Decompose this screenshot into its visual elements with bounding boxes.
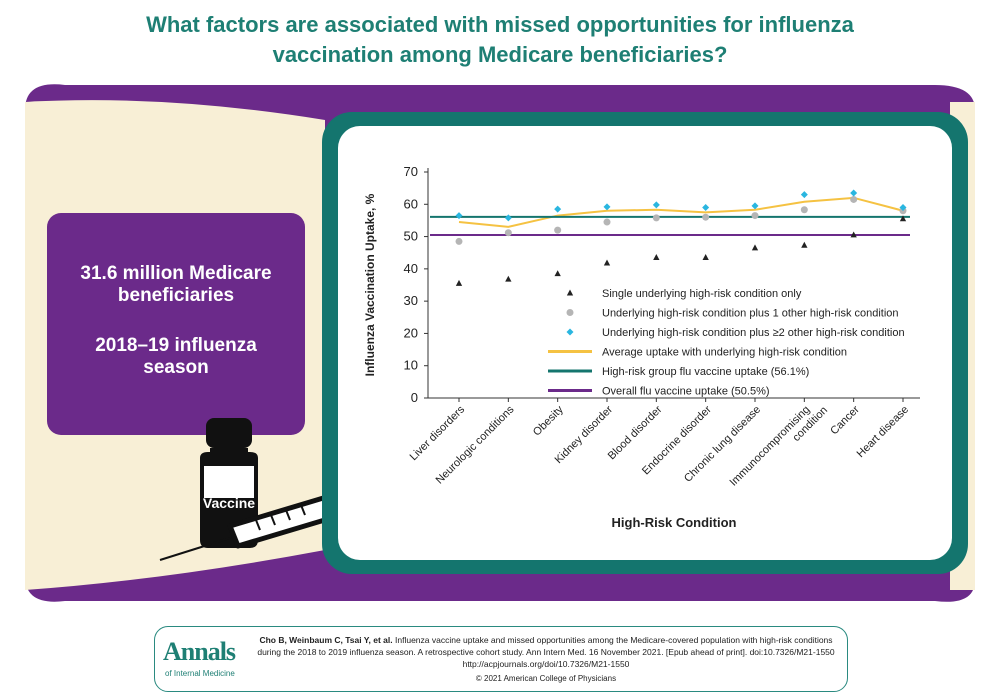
vaccine-illustration: Flu Vaccine — [159, 418, 370, 561]
data-point — [455, 237, 463, 245]
data-point — [603, 259, 611, 266]
y-tick-label: 0 — [411, 390, 418, 405]
y-tick-label: 40 — [404, 261, 418, 276]
x-axis-label: High-Risk Condition — [612, 515, 737, 530]
vial-label-1: Flu — [219, 479, 240, 495]
x-tick-label: Heart disease — [855, 404, 911, 460]
data-point — [603, 218, 611, 226]
y-tick-label: 50 — [404, 229, 418, 244]
data-point — [652, 201, 660, 209]
data-point — [504, 229, 512, 237]
y-tick-label: 70 — [404, 164, 418, 179]
x-tick-label-line: Heart disease — [855, 404, 911, 460]
legend-label: Average uptake with underlying high-risk… — [602, 347, 847, 359]
x-tick-label: Immunocompromisingcondition — [727, 395, 830, 498]
data-point — [751, 202, 759, 210]
x-tick-label-line: Obesity — [531, 403, 566, 438]
legend-marker — [566, 328, 574, 336]
vial-label-2: Vaccine — [203, 495, 255, 511]
journal-logo: Annals — [163, 637, 236, 666]
data-point — [455, 212, 463, 220]
y-tick-label: 10 — [404, 358, 418, 373]
title-line-1: What factors are associated with missed … — [146, 12, 854, 37]
data-point — [603, 203, 611, 211]
data-point — [554, 270, 561, 277]
chart: Single underlying high-risk condition on… — [363, 164, 920, 530]
data-point — [899, 204, 907, 212]
data-point — [850, 231, 857, 238]
citation-text: Cho B, Weinbaum C, Tsai Y, et al. Influe… — [251, 634, 841, 670]
season-label: 2018–19 influenza season — [95, 335, 257, 378]
citation-authors: Cho B, Weinbaum C, Tsai Y, et al. — [259, 635, 393, 645]
y-axis-label: Influenza Vaccination Uptake, % — [363, 193, 377, 376]
legend-label: Single underlying high-risk condition on… — [602, 288, 802, 300]
legend-label: High-risk group flu vaccine uptake (56.1… — [602, 366, 809, 378]
data-point — [504, 214, 512, 222]
y-tick-label: 30 — [404, 293, 418, 308]
data-point — [850, 189, 858, 197]
legend-marker — [566, 309, 574, 316]
citation-box: Annals of Internal Medicine Cho B, Weinb… — [154, 626, 848, 692]
data-point — [554, 205, 562, 213]
data-point — [702, 213, 710, 221]
chart-panel: Single underlying high-risk condition on… — [322, 112, 968, 574]
data-point — [850, 195, 858, 203]
data-point — [505, 275, 512, 282]
data-point — [751, 212, 759, 220]
data-point — [652, 214, 660, 222]
stats-box: 31.6 million Medicare beneficiaries 2018… — [47, 213, 305, 435]
y-tick-label: 20 — [404, 325, 418, 340]
data-point — [702, 204, 710, 212]
data-point — [455, 279, 463, 286]
journal-logo-sub: of Internal Medicine — [165, 669, 235, 678]
legend-label: Underlying high-risk condition plus ≥2 o… — [602, 327, 905, 339]
data-point — [800, 191, 808, 199]
citation-line-1: Influenza vaccine uptake and missed oppo… — [392, 635, 833, 645]
chart-panel-inner: Single underlying high-risk condition on… — [338, 126, 952, 560]
x-tick-label: Obesity — [531, 403, 566, 438]
data-point — [801, 241, 808, 248]
citation-line-2: during the 2018 to 2019 influenza season… — [257, 647, 835, 657]
legend-label: Overall flu vaccine uptake (50.5%) — [602, 386, 770, 398]
data-point — [800, 206, 808, 214]
legend-label: Underlying high-risk condition plus 1 ot… — [602, 308, 899, 320]
data-point — [899, 215, 907, 222]
page-title: What factors are associated with missed … — [0, 10, 1000, 70]
data-point — [702, 254, 709, 261]
x-tick-label-line: Cancer — [828, 403, 862, 437]
copyright: © 2021 American College of Physicians — [475, 674, 617, 683]
data-point — [653, 254, 660, 261]
citation-url: http://acpjournals.org/doi/10.7326/M21-1… — [462, 659, 630, 669]
x-tick-label-line: Immunocompromising — [727, 404, 812, 489]
x-tick-label: Cancer — [828, 403, 862, 437]
y-tick-label: 60 — [404, 196, 418, 211]
title-line-2: vaccination among Medicare beneficiaries… — [272, 42, 728, 67]
data-point — [554, 226, 562, 234]
beneficiaries-count: 31.6 million Medicare beneficiaries — [80, 263, 272, 306]
average-uptake-line — [458, 196, 904, 228]
legend-marker — [566, 289, 574, 296]
data-point — [751, 244, 759, 251]
